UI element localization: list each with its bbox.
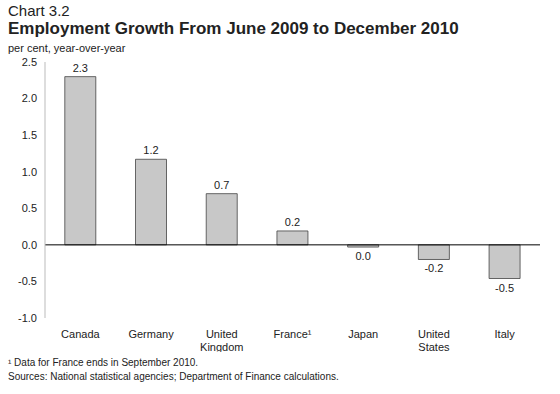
svg-text:1.2: 1.2 [143, 144, 158, 156]
svg-text:Italy: Italy [495, 328, 516, 340]
svg-text:0.0: 0.0 [22, 239, 37, 251]
svg-text:1.5: 1.5 [22, 129, 37, 141]
svg-text:2.3: 2.3 [73, 62, 88, 74]
svg-text:-0.5: -0.5 [495, 282, 514, 294]
html-text:Employment Growth From June 20: Employment Growth From June 2009 to Dece… [8, 19, 459, 38]
html-text:¹ Data for France ends in Sept: ¹ Data for France ends in September 2010… [8, 357, 199, 368]
svg-text:-0.2: -0.2 [424, 262, 443, 274]
svg-text:0.0: 0.0 [356, 250, 371, 262]
svg-text:Kingdom: Kingdom [200, 341, 243, 352]
svg-text:1.0: 1.0 [22, 166, 37, 178]
svg-text:Canada: Canada [61, 328, 100, 340]
svg-text:United: United [206, 328, 238, 340]
html-text:Chart 3.2: Chart 3.2 [8, 2, 70, 19]
svg-text:United: United [418, 328, 450, 340]
svg-text:0.7: 0.7 [214, 179, 229, 191]
svg-text:0.2: 0.2 [285, 216, 300, 228]
svg-text:Japan: Japan [348, 328, 378, 340]
svg-text:-0.5: -0.5 [18, 275, 37, 287]
html-text:Sources: National statistical: Sources: National statistical agencies; … [8, 371, 339, 382]
svg-text:-1.0: -1.0 [18, 312, 37, 324]
svg-text:2.0: 2.0 [22, 92, 37, 104]
svg-text:States: States [418, 341, 450, 352]
svg-text:2.5: 2.5 [22, 56, 37, 68]
svg-text:Germany: Germany [128, 328, 174, 340]
svg-text:0.5: 0.5 [22, 202, 37, 214]
svg-text:France¹: France¹ [274, 328, 312, 340]
html-text:per cent, year-over-year: per cent, year-over-year [8, 42, 126, 54]
